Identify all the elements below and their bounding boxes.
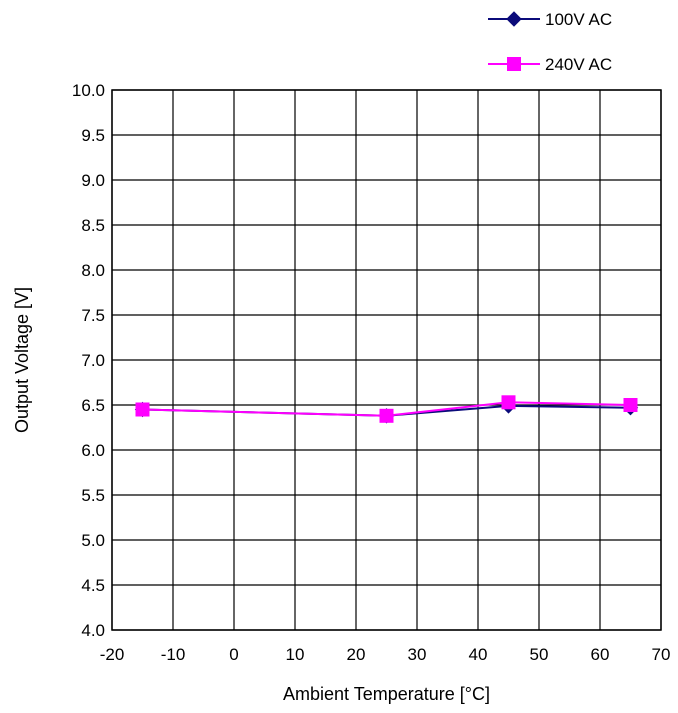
y-tick-label: 4.5 — [81, 576, 105, 595]
y-tick-label: 6.0 — [81, 441, 105, 460]
y-tick-label: 5.0 — [81, 531, 105, 550]
legend-label: 240V AC — [545, 55, 612, 74]
y-tick-label: 7.5 — [81, 306, 105, 325]
legend: 100V AC 240V AC — [488, 10, 612, 74]
series-2 — [135, 395, 638, 423]
y-tick-label: 8.5 — [81, 216, 105, 235]
plot-area-border — [111, 89, 662, 631]
y-tick-label: 10.0 — [72, 81, 105, 100]
x-tick-label: 20 — [347, 645, 366, 664]
x-tick-label: 30 — [408, 645, 427, 664]
legend-diamond-marker — [506, 11, 522, 27]
legend-item: 240V AC — [488, 55, 612, 74]
x-axis-title: Ambient Temperature [°C] — [283, 684, 490, 704]
legend-label: 100V AC — [545, 10, 612, 29]
x-tick-label: -20 — [100, 645, 125, 664]
y-tick-label: 6.5 — [81, 396, 105, 415]
y-tick-label: 9.5 — [81, 126, 105, 145]
series — [134, 395, 639, 424]
y-tick-label: 7.0 — [81, 351, 105, 370]
y-tick-label: 8.0 — [81, 261, 105, 280]
square-data-point — [379, 408, 394, 423]
legend-item: 100V AC — [488, 10, 612, 29]
y-tick-label: 5.5 — [81, 486, 105, 505]
series-line — [142, 401, 631, 417]
square-data-point — [135, 402, 150, 417]
square-data-point — [623, 398, 638, 412]
y-axis-tick-labels: 10.0 9.5 9.0 8.5 8.0 7.5 7.0 6.5 6.0 5.5 5.0 4.5 4.0 — [72, 81, 105, 640]
x-tick-label: 10 — [286, 645, 305, 664]
legend-square-marker — [507, 57, 521, 71]
square-data-point — [501, 395, 516, 410]
x-tick-label: 60 — [591, 645, 610, 664]
x-tick-label: 40 — [469, 645, 488, 664]
y-axis-title: Output Voltage [V] — [12, 287, 32, 433]
x-tick-label: 70 — [652, 645, 671, 664]
x-tick-label: -10 — [161, 645, 186, 664]
x-tick-label: 50 — [530, 645, 549, 664]
y-tick-label: 4.0 — [81, 621, 105, 640]
y-tick-label: 9.0 — [81, 171, 105, 190]
x-axis-tick-labels: -20 -10 0 10 20 30 40 50 60 70 — [100, 645, 671, 664]
x-tick-label: 0 — [229, 645, 238, 664]
